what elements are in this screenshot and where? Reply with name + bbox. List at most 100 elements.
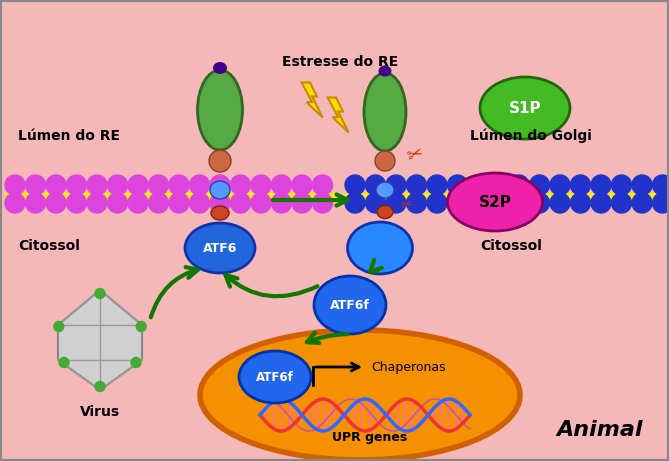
Ellipse shape — [239, 351, 311, 403]
Text: S2P: S2P — [478, 195, 511, 209]
Circle shape — [25, 193, 45, 213]
Circle shape — [108, 193, 128, 213]
Circle shape — [312, 175, 332, 195]
Circle shape — [231, 175, 250, 195]
Circle shape — [46, 175, 66, 195]
Text: S1P: S1P — [508, 100, 541, 116]
Circle shape — [448, 193, 468, 213]
Circle shape — [488, 193, 508, 213]
Polygon shape — [58, 290, 142, 390]
Circle shape — [509, 175, 529, 195]
Polygon shape — [302, 83, 322, 118]
Text: Lúmen do Golgi: Lúmen do Golgi — [470, 129, 592, 143]
Text: ATF6f: ATF6f — [330, 299, 370, 312]
Circle shape — [529, 193, 549, 213]
Circle shape — [136, 321, 147, 331]
Circle shape — [87, 175, 107, 195]
Ellipse shape — [314, 276, 386, 334]
Circle shape — [407, 175, 427, 195]
Polygon shape — [328, 97, 349, 132]
Circle shape — [509, 193, 529, 213]
Circle shape — [5, 175, 25, 195]
Ellipse shape — [197, 70, 242, 150]
Text: Citossol: Citossol — [18, 239, 80, 253]
Circle shape — [407, 193, 427, 213]
Circle shape — [468, 193, 488, 213]
Circle shape — [591, 193, 611, 213]
Circle shape — [591, 175, 611, 195]
Circle shape — [5, 193, 25, 213]
Ellipse shape — [213, 62, 227, 74]
Circle shape — [272, 193, 292, 213]
Text: Virus: Virus — [80, 405, 120, 419]
Circle shape — [108, 175, 128, 195]
Circle shape — [87, 193, 107, 213]
Circle shape — [231, 193, 250, 213]
Circle shape — [25, 175, 45, 195]
Circle shape — [365, 175, 385, 195]
Circle shape — [571, 175, 591, 195]
Circle shape — [95, 382, 105, 391]
Ellipse shape — [347, 222, 413, 274]
Circle shape — [488, 175, 508, 195]
Circle shape — [448, 175, 468, 195]
Circle shape — [210, 175, 230, 195]
Circle shape — [427, 175, 447, 195]
Text: Chaperonas: Chaperonas — [371, 361, 446, 373]
Circle shape — [272, 175, 292, 195]
Circle shape — [251, 193, 271, 213]
Circle shape — [386, 175, 406, 195]
Ellipse shape — [364, 73, 406, 151]
Circle shape — [550, 193, 570, 213]
Circle shape — [66, 193, 86, 213]
Circle shape — [59, 357, 69, 367]
Circle shape — [169, 175, 189, 195]
Bar — [5, 193, 340, 203]
Ellipse shape — [185, 223, 255, 273]
Circle shape — [292, 193, 312, 213]
Circle shape — [54, 321, 64, 331]
Ellipse shape — [377, 206, 393, 219]
Circle shape — [632, 193, 652, 213]
Circle shape — [46, 193, 66, 213]
Ellipse shape — [448, 173, 543, 231]
Circle shape — [550, 175, 570, 195]
Text: Citossol: Citossol — [480, 239, 542, 253]
Bar — [345, 193, 665, 203]
Circle shape — [149, 175, 169, 195]
Circle shape — [386, 193, 406, 213]
Circle shape — [632, 175, 652, 195]
Circle shape — [149, 193, 169, 213]
Circle shape — [292, 175, 312, 195]
Circle shape — [365, 193, 385, 213]
Circle shape — [312, 193, 332, 213]
Circle shape — [571, 193, 591, 213]
Ellipse shape — [209, 150, 231, 172]
Ellipse shape — [210, 181, 230, 199]
Circle shape — [345, 193, 365, 213]
Ellipse shape — [480, 77, 570, 139]
Circle shape — [66, 175, 86, 195]
Text: Lúmen do RE: Lúmen do RE — [18, 129, 120, 143]
Circle shape — [95, 289, 105, 299]
Circle shape — [611, 193, 632, 213]
Text: ✂: ✂ — [400, 197, 414, 213]
Circle shape — [189, 175, 209, 195]
Ellipse shape — [200, 330, 520, 460]
Text: Estresse do RE: Estresse do RE — [282, 55, 398, 69]
Circle shape — [652, 175, 669, 195]
Circle shape — [468, 175, 488, 195]
Circle shape — [345, 175, 365, 195]
Text: ATF6: ATF6 — [203, 242, 237, 254]
Circle shape — [189, 193, 209, 213]
Ellipse shape — [211, 206, 229, 220]
Text: Animal: Animal — [557, 420, 644, 440]
Circle shape — [128, 193, 148, 213]
Circle shape — [652, 193, 669, 213]
Circle shape — [128, 175, 148, 195]
Circle shape — [529, 175, 549, 195]
Circle shape — [210, 193, 230, 213]
Text: UPR genes: UPR genes — [332, 431, 407, 443]
Text: ✂: ✂ — [404, 143, 426, 167]
Circle shape — [131, 357, 141, 367]
